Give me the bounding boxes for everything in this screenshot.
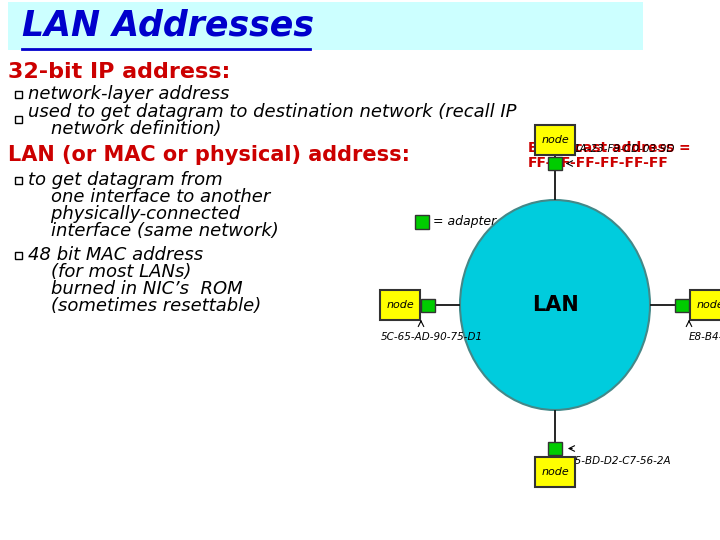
Text: LAN Addresses: LAN Addresses (22, 9, 314, 43)
FancyBboxPatch shape (535, 125, 575, 155)
Text: Broadcast address =: Broadcast address = (528, 141, 690, 155)
Text: 5C-65-AD-90-75-D1: 5C-65-AD-90-75-D1 (381, 332, 483, 342)
Bar (14, 116, 22, 123)
Text: node: node (541, 135, 569, 145)
Text: network-layer address: network-layer address (28, 85, 230, 103)
Text: node: node (541, 467, 569, 477)
Text: FF-FF-FF-FF-FF-FF: FF-FF-FF-FF-FF-FF (528, 156, 669, 170)
Bar (548, 157, 562, 170)
Bar (675, 299, 689, 312)
Text: node: node (696, 300, 720, 310)
Text: burned in NIC’s  ROM: burned in NIC’s ROM (28, 280, 243, 298)
Text: (for most LANs): (for most LANs) (28, 263, 192, 281)
Bar (14, 252, 22, 259)
Ellipse shape (460, 200, 650, 410)
Text: = adapter: = adapter (433, 215, 496, 228)
Text: 45-BD-D2-C7-56-2A: 45-BD-D2-C7-56-2A (569, 456, 672, 465)
Text: one interface to another: one interface to another (28, 188, 270, 206)
Text: physically-connected: physically-connected (28, 205, 240, 223)
Text: LAN (or MAC or physical) address:: LAN (or MAC or physical) address: (8, 145, 410, 165)
Text: used to get datagram to destination network (recall IP: used to get datagram to destination netw… (28, 103, 516, 121)
Bar (415, 215, 429, 229)
Bar (14, 91, 22, 98)
Text: to get datagram from: to get datagram from (28, 171, 222, 189)
Bar (548, 442, 562, 455)
Text: 48 bit MAC address: 48 bit MAC address (28, 246, 203, 264)
Text: interface (same network): interface (same network) (28, 222, 279, 240)
FancyBboxPatch shape (535, 457, 575, 487)
Text: 1A-23-F9-CD-03-9D: 1A-23-F9-CD-03-9D (573, 144, 675, 153)
Text: (sometimes resettable): (sometimes resettable) (28, 297, 261, 315)
Bar (421, 299, 435, 312)
Text: LAN: LAN (531, 295, 578, 315)
FancyBboxPatch shape (380, 290, 420, 320)
FancyBboxPatch shape (8, 2, 643, 50)
Text: 32-bit IP address:: 32-bit IP address: (8, 62, 230, 82)
Text: E8-B4-2B-5F-1A-4E: E8-B4-2B-5F-1A-4E (689, 332, 720, 342)
Bar (14, 177, 22, 184)
Text: node: node (386, 300, 414, 310)
FancyBboxPatch shape (690, 290, 720, 320)
Text: network definition): network definition) (28, 120, 221, 138)
